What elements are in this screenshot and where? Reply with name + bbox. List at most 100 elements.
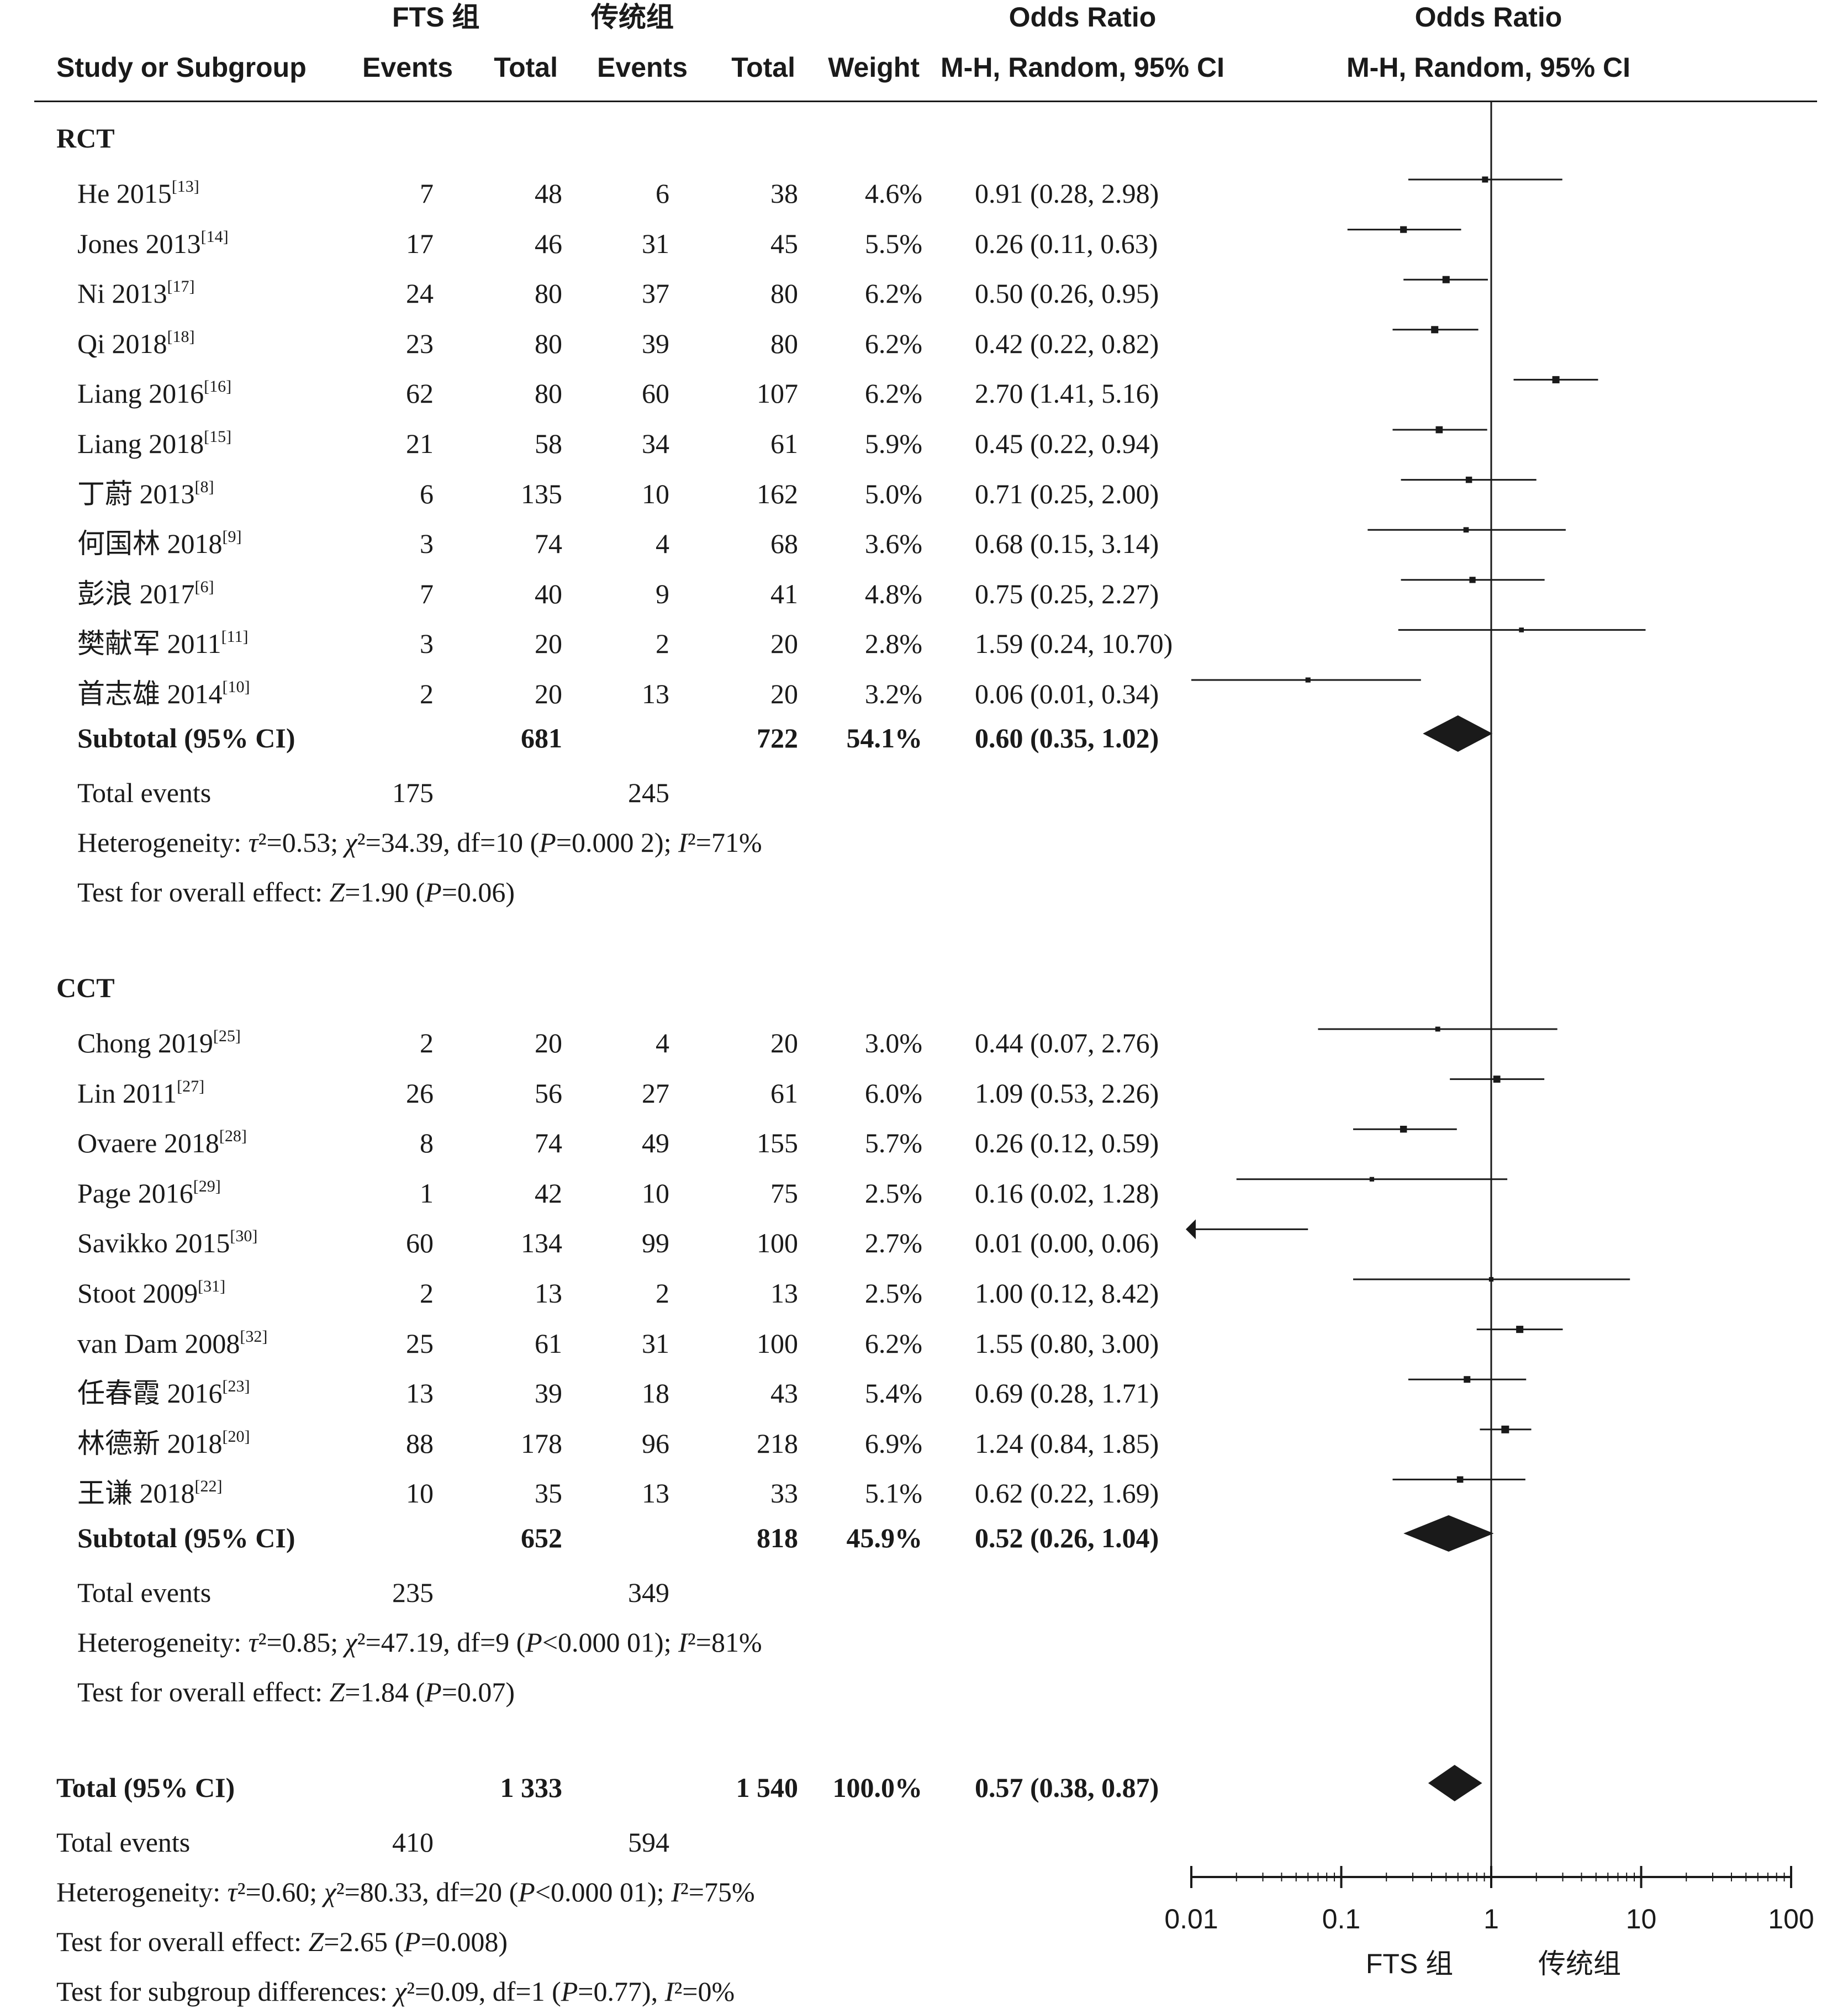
- study-label: 王谦 2018: [77, 1478, 195, 1509]
- control-total: 61: [770, 1077, 798, 1109]
- or-header-plot: Odds Ratio: [1414, 2, 1562, 33]
- study-or-ci: 1.55 (0.80, 3.00): [975, 1327, 1159, 1359]
- study-weight: 3.0%: [864, 1027, 922, 1058]
- heterogeneity-chi: ²=47.19, df=9 (: [357, 1627, 526, 1658]
- control-total: 75: [770, 1177, 798, 1209]
- study-name: Ovaere 2018[28]: [77, 1128, 247, 1157]
- study-label: 樊献军 2011: [77, 628, 221, 660]
- events1-column-header: Events: [362, 52, 453, 83]
- study-weight: 4.6%: [864, 178, 922, 209]
- fts-events: 2: [420, 1027, 434, 1058]
- overall-effect-p: =0.06): [441, 877, 515, 908]
- x-tick-label: 100: [1768, 1904, 1814, 1934]
- study-name: Savikko 2015[30]: [77, 1228, 257, 1257]
- study-or-ci: 0.01 (0.00, 0.06): [975, 1227, 1159, 1259]
- total-control: 1 540: [736, 1772, 799, 1803]
- study-label: Jones 2013: [77, 228, 201, 259]
- study-or-ci: 0.68 (0.15, 3.14): [975, 528, 1159, 560]
- heterogeneity-p-symbol: P: [525, 1627, 542, 1658]
- fts-events: 7: [420, 178, 434, 209]
- overall-test-z-symbol: Z: [308, 1926, 324, 1957]
- study-weight: 6.2%: [864, 378, 922, 409]
- fts-total: 178: [521, 1427, 562, 1459]
- subtotal-diamond: [1403, 1515, 1494, 1552]
- study-weight: 5.5%: [864, 228, 922, 259]
- study-name: Page 2016[29]: [77, 1178, 221, 1207]
- fts-events: 6: [420, 478, 434, 509]
- heterogeneity-chi-symbol: χ: [345, 1627, 357, 1658]
- subgroup-differences-label: Test for subgroup differences:: [56, 1976, 395, 2007]
- overall-effect-p-symbol: P: [425, 1676, 442, 1707]
- point-estimate: [1469, 577, 1476, 583]
- study-weight: 6.2%: [864, 1327, 922, 1359]
- fts-total: 61: [535, 1327, 562, 1359]
- overall-effect-label: Test for overall effect:: [77, 1676, 330, 1707]
- or-method-header-table: M-H, Random, 95% CI: [941, 52, 1224, 83]
- overall-heterogeneity: Heterogeneity: τ²=0.60; χ²=80.33, df=20 …: [56, 1878, 755, 1906]
- overall-test: Test for overall effect: Z=2.65 (P=0.008…: [56, 1928, 508, 1955]
- overall-effect-z: =1.84 (: [345, 1676, 425, 1707]
- heterogeneity-i2: ²=71%: [687, 827, 762, 858]
- point-estimate: [1456, 1476, 1464, 1483]
- control-total: 155: [757, 1127, 798, 1159]
- study-name: 任春霞 2016[23]: [77, 1378, 250, 1407]
- study-name: Ni 2013[17]: [77, 278, 194, 308]
- study-or-ci: 0.75 (0.25, 2.27): [975, 578, 1159, 609]
- subgroup-differences-i-symbol: I: [664, 1976, 674, 2007]
- total-events-control: 245: [628, 777, 669, 808]
- weight-column-header: Weight: [828, 52, 920, 83]
- study-or-ci: 0.44 (0.07, 2.76): [975, 1027, 1159, 1058]
- group1-header: FTS 组: [392, 2, 480, 33]
- favours-right-label: 传统组: [1538, 1948, 1621, 1979]
- overall-test-z: =2.65 (: [324, 1926, 404, 1957]
- study-label: 林德新 2018: [77, 1427, 223, 1459]
- heterogeneity-p-symbol: P: [539, 827, 556, 858]
- study-reference: [32]: [240, 1327, 268, 1346]
- fts-events: 62: [406, 378, 434, 409]
- fts-total: 20: [535, 628, 562, 660]
- fts-total: 134: [521, 1227, 562, 1259]
- fts-total: 42: [535, 1177, 562, 1209]
- heterogeneity-tau: ²=0.53;: [258, 827, 345, 858]
- total2-column-header: Total: [731, 52, 795, 83]
- study-name: Liang 2016[16]: [77, 377, 232, 408]
- fts-events: 13: [406, 1378, 434, 1409]
- fts-total: 56: [535, 1077, 562, 1109]
- fts-events: 3: [420, 528, 434, 560]
- control-events: 39: [642, 328, 669, 359]
- subtotal-or-ci: 0.52 (0.26, 1.04): [975, 1522, 1159, 1553]
- study-or-ci: 0.91 (0.28, 2.98): [975, 178, 1159, 209]
- study-reference: [16]: [204, 377, 232, 396]
- study-or-ci: 0.26 (0.11, 0.63): [975, 228, 1158, 259]
- overall-effect-z-symbol: Z: [329, 1676, 345, 1707]
- study-weight: 2.5%: [864, 1278, 922, 1309]
- point-estimate: [1431, 326, 1439, 334]
- subtotal-control-total: 722: [757, 723, 798, 753]
- study-or-ci: 1.09 (0.53, 2.26): [975, 1077, 1159, 1109]
- study-weight: 5.0%: [864, 478, 922, 509]
- heterogeneity-p: =0.000 2);: [556, 827, 679, 858]
- study-name: van Dam 2008[32]: [77, 1327, 268, 1357]
- overall-total-events-label: Total events: [56, 1827, 191, 1858]
- subgroup-differences-i2: ²=0%: [674, 1976, 735, 2007]
- total-weight: 100.0%: [832, 1772, 923, 1803]
- subtotal-control-total: 818: [757, 1522, 798, 1553]
- study-name: 樊献军 2011[11]: [77, 628, 249, 660]
- study-name: Stoot 2009[31]: [77, 1278, 225, 1307]
- study-or-ci: 1.24 (0.84, 1.85): [975, 1427, 1159, 1459]
- study-weight: 5.9%: [864, 428, 922, 459]
- point-estimate: [1465, 476, 1472, 483]
- point-estimate: [1435, 426, 1443, 434]
- study-name: Lin 2011[27]: [77, 1078, 204, 1107]
- control-total: 45: [770, 228, 798, 259]
- group2-header: 传统组: [591, 2, 674, 33]
- subtotal-fts-total: 681: [521, 723, 562, 753]
- heterogeneity-chi: ²=34.39, df=10 (: [357, 827, 540, 858]
- subtotal-diamond: [1423, 715, 1493, 752]
- overall-heterogeneity-i-symbol: I: [671, 1876, 680, 1907]
- control-events: 2: [656, 628, 669, 660]
- heterogeneity-i-symbol: I: [678, 1627, 688, 1658]
- heterogeneity-p: <0.000 01);: [542, 1627, 679, 1658]
- control-events: 34: [642, 428, 669, 459]
